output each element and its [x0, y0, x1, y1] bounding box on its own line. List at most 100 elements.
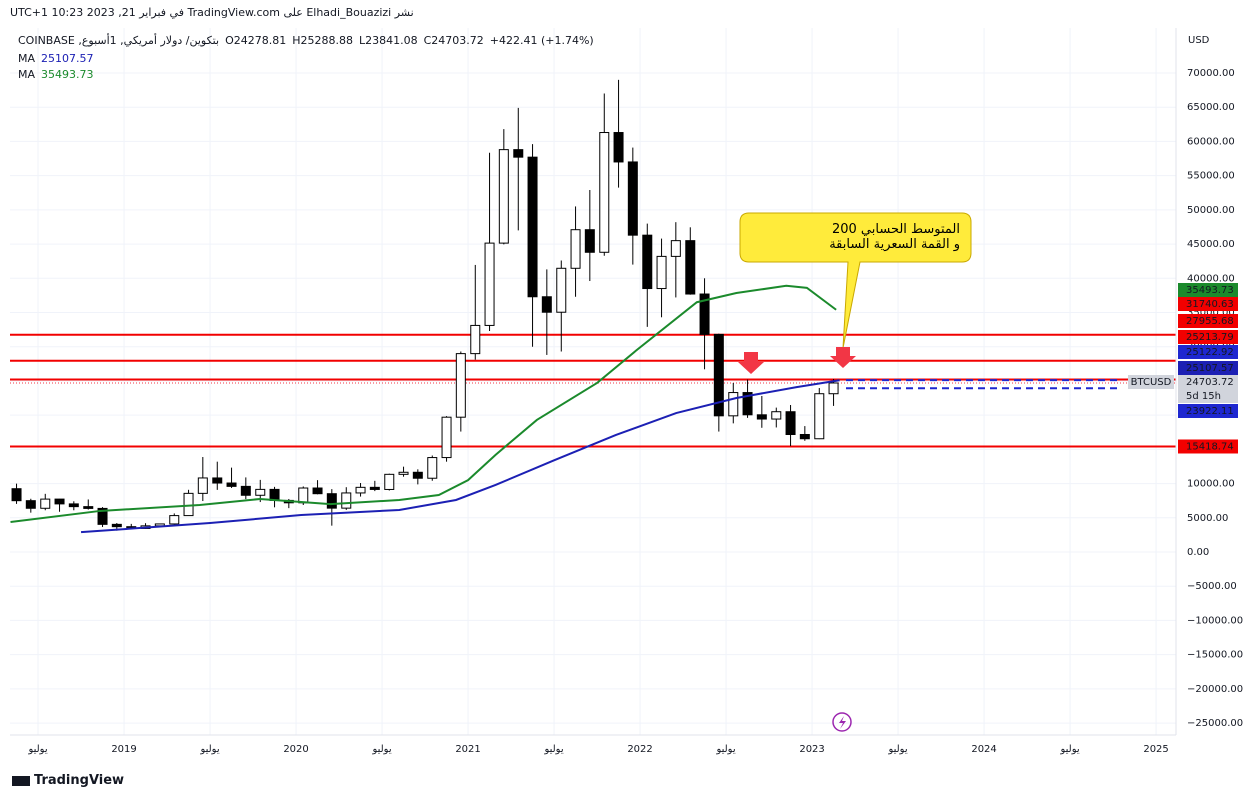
plot: [10, 79, 1176, 534]
price-label: 35493.73: [1186, 285, 1234, 296]
candle-body: [97, 507, 108, 525]
candle-body: [255, 488, 266, 496]
price-label: 31740.63: [1186, 299, 1234, 310]
candle-body: [799, 434, 810, 440]
icon: [832, 712, 852, 732]
candle-body: [513, 149, 524, 158]
annotation-line: المتوسط الحسابي 200: [831, 222, 960, 237]
price-label-box: [1178, 330, 1238, 344]
y-tick-label: 50000.00: [1187, 205, 1235, 216]
price-label: 24703.72: [1186, 377, 1234, 388]
candle-body: [298, 487, 309, 504]
candle-body: [685, 240, 696, 295]
candle-body: [670, 240, 681, 257]
icon: [839, 716, 846, 729]
ohlc: H25288.88: [292, 34, 353, 47]
candle-body: [427, 457, 438, 479]
candle-body: [341, 492, 352, 509]
y-tick-label: 35000.00: [1187, 307, 1235, 318]
candle-body: [498, 149, 509, 244]
candle-body: [83, 506, 94, 509]
candle-body: [756, 414, 767, 420]
candle-body: [212, 477, 223, 484]
header-title: نشر Elhadi_Bouazizi على TradingView.com …: [10, 6, 414, 19]
x-tick-label: يوليو: [887, 744, 907, 755]
candle-body: [455, 353, 466, 418]
candle-body: [54, 498, 65, 505]
y-tick-label: 10000.00: [1187, 479, 1235, 490]
candle-body: [25, 500, 36, 509]
price-axis: 35493.73 31740.63 27955.68 25213.79 15418.74…: [1128, 283, 1238, 454]
ma-line: [10, 284, 837, 524]
candle-body: [771, 411, 782, 420]
y-tick-label: −10000.00: [1187, 615, 1243, 626]
ohlc: L23841.08: [358, 34, 418, 47]
candle-body: [613, 132, 624, 163]
legend-name: MA: [18, 52, 36, 65]
annotation-line: و القمة السعرية السابقة: [829, 237, 960, 252]
x-tick-label: يوليو: [543, 744, 563, 755]
x-tick-label: 2020: [283, 744, 308, 755]
candle-body: [627, 161, 638, 236]
legend-value: 35493.73: [41, 68, 94, 81]
ohlc: +422.41 (+1.74%): [489, 34, 594, 47]
footer: TradingView: [34, 773, 125, 788]
candle-body: [742, 392, 753, 416]
y-tick-label: 5000.00: [1187, 513, 1228, 524]
logo: [12, 776, 30, 786]
ohlc: C24703.72: [423, 34, 484, 47]
candle-body: [814, 393, 825, 440]
price-label-box: [1178, 283, 1238, 297]
candle-body: [312, 487, 323, 495]
candle-body: [384, 473, 395, 490]
arrow: [830, 347, 856, 368]
candle-body: [111, 523, 122, 528]
y-tick-label: −20000.00: [1187, 684, 1243, 695]
legend: بتكوين/ دولار أمريكي, 1أسبوع, COINBASE O2…: [18, 34, 600, 47]
candle-body: [369, 486, 380, 490]
price-label: 25107.57: [1186, 363, 1234, 374]
y-tick-label: 45000.00: [1187, 239, 1235, 250]
x-tick-label: يوليو: [1059, 744, 1079, 755]
x-tick-label: يوليو: [715, 744, 735, 755]
candle-body: [40, 498, 51, 509]
price-label-box: [1178, 345, 1238, 359]
x-tick-label: 2022: [627, 744, 652, 755]
x-tick-label: يوليو: [27, 744, 47, 755]
y-tick-label: −25000.00: [1187, 718, 1243, 729]
candle-body: [326, 493, 337, 509]
candle-body: [398, 471, 409, 475]
candle-body: [470, 324, 481, 355]
candle-body: [169, 515, 180, 525]
price-label-box: [1178, 314, 1238, 328]
y-tick-label: 70000.00: [1187, 68, 1235, 79]
axis-unit: USD: [1188, 35, 1210, 46]
price-label: 25122.92: [1186, 347, 1234, 358]
candle-body: [484, 242, 495, 326]
candle-body: [570, 229, 581, 269]
candle-body: [527, 156, 538, 298]
arrow: [738, 352, 764, 374]
price-label: 23922.11: [1186, 406, 1234, 417]
x-tick-label: يوليو: [199, 744, 219, 755]
candle-body: [240, 485, 251, 496]
y-tick-label: 40000.00: [1187, 273, 1235, 284]
candle-body: [11, 488, 22, 502]
annotation: المتوسط الحسابي 200 و القمة السعرية الساب…: [748, 222, 960, 252]
candle-body: [68, 503, 79, 508]
price-label: 15418.74: [1186, 441, 1234, 452]
candle-body: [556, 267, 567, 313]
y-tick-label: 0.00: [1187, 547, 1209, 558]
candle-body: [699, 293, 710, 335]
x-tick-label: 2019: [111, 744, 136, 755]
candle-body: [828, 382, 839, 395]
price-label-box: [1178, 375, 1238, 403]
price-label: 27955.68: [1186, 316, 1234, 327]
candle-body: [226, 482, 237, 487]
candle-body: [656, 255, 667, 290]
ma-line: [80, 379, 840, 534]
legend-value: 25107.57: [41, 52, 94, 65]
x-tick-label: 2025: [1143, 744, 1168, 755]
